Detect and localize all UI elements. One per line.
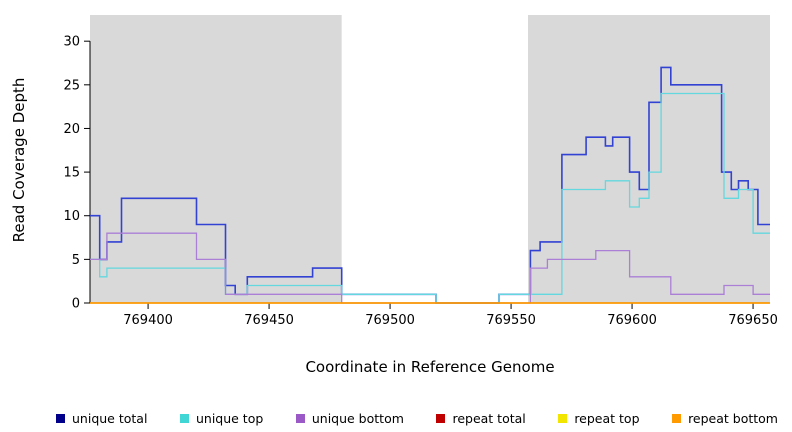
- x-axis-label: Coordinate in Reference Genome: [305, 358, 554, 376]
- x-tick-label: 769400: [123, 313, 173, 328]
- legend-item-repeat-top: repeat top: [558, 411, 640, 426]
- repeat-total-swatch-icon: [436, 414, 446, 423]
- y-axis-label: Read Coverage Depth: [10, 78, 28, 243]
- x-tick-label: 769450: [244, 313, 294, 328]
- x-tick-label: 769600: [607, 313, 657, 328]
- legend-label: repeat total: [452, 411, 526, 426]
- legend-label: unique top: [195, 411, 264, 426]
- legend-item-unique-top: unique top: [179, 411, 264, 426]
- y-tick-label: 25: [63, 78, 80, 93]
- y-tick-label: 20: [63, 122, 80, 137]
- unique-total-swatch-icon: [56, 414, 65, 423]
- y-tick-label: 10: [63, 209, 80, 224]
- legend-label: unique total: [72, 411, 148, 426]
- repeat-bottom-swatch-icon: [672, 414, 682, 423]
- unique-bottom-swatch-icon: [295, 414, 305, 423]
- legend-label: repeat top: [574, 411, 640, 426]
- y-tick-label: 0: [72, 297, 80, 312]
- legend-label: repeat bottom: [688, 411, 778, 426]
- shaded-region: [90, 15, 342, 303]
- legend-item-unique-bottom: unique bottom: [295, 411, 404, 426]
- y-tick-label: 30: [63, 35, 80, 50]
- legend-item-unique-total: unique total: [56, 411, 147, 426]
- coverage-plot: 769400 769450 769500 769550 769600 769650 0 5 10…: [10, 15, 778, 376]
- y-tick-label: 5: [72, 253, 80, 268]
- x-tick-label: 769550: [486, 313, 536, 328]
- plot-layers: 769400 769450 769500 769550 769600 769650 0 5 10…: [63, 15, 778, 328]
- legend-label: unique bottom: [311, 411, 404, 426]
- x-tick-label: 769650: [728, 313, 778, 328]
- chart-legend: unique total unique top unique bottom re…: [0, 411, 792, 426]
- repeat-top-swatch-icon: [558, 414, 568, 423]
- y-tick-label: 15: [63, 166, 80, 181]
- legend-item-repeat-total: repeat total: [436, 411, 526, 426]
- series-unique-bottom: [90, 232, 770, 304]
- x-tick-label: 769500: [365, 313, 415, 328]
- unique-top-swatch-icon: [179, 414, 189, 423]
- legend-item-repeat-bottom: repeat bottom: [672, 411, 778, 426]
